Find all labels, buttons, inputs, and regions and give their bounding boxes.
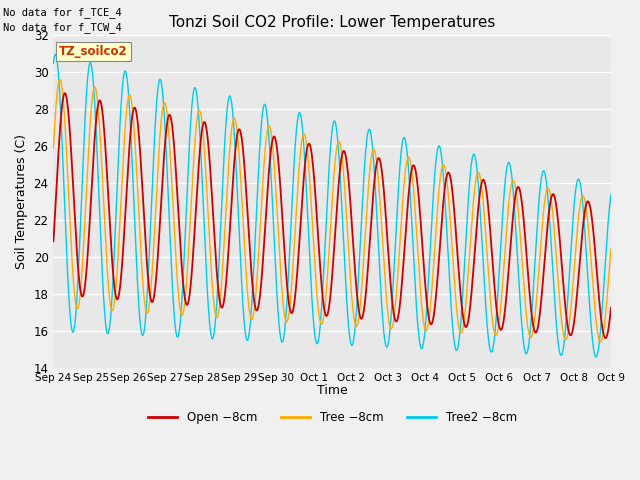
Open −8cm: [546, 204, 554, 210]
Tree2 −8cm: [600, 272, 608, 278]
Tree −8cm: [464, 275, 472, 280]
X-axis label: Time: Time: [317, 384, 348, 397]
Tree −8cm: [56, 76, 64, 82]
Tree2 −8cm: [318, 301, 326, 307]
Open −8cm: [307, 148, 315, 154]
Open −8cm: [318, 285, 326, 291]
Open −8cm: [61, 90, 68, 96]
Tree2 −8cm: [464, 203, 472, 209]
Tree −8cm: [318, 321, 326, 327]
Tree2 −8cm: [137, 326, 145, 332]
Tree −8cm: [546, 188, 554, 194]
Tree2 −8cm: [49, 60, 57, 66]
Tree2 −8cm: [546, 217, 554, 223]
Line: Tree2 −8cm: Tree2 −8cm: [53, 54, 611, 357]
Tree2 −8cm: [307, 286, 315, 291]
Tree −8cm: [307, 203, 315, 209]
Text: TZ_soilco2: TZ_soilco2: [59, 45, 127, 58]
Tree −8cm: [596, 339, 604, 345]
Open −8cm: [602, 335, 609, 341]
Text: No data for f_TCW_4: No data for f_TCW_4: [3, 22, 122, 33]
Legend: Open −8cm, Tree −8cm, Tree2 −8cm: Open −8cm, Tree −8cm, Tree2 −8cm: [143, 407, 522, 429]
Line: Open −8cm: Open −8cm: [53, 93, 611, 338]
Open −8cm: [464, 320, 472, 325]
Tree −8cm: [49, 145, 57, 151]
Open −8cm: [600, 333, 608, 339]
Title: Tonzi Soil CO2 Profile: Lower Temperatures: Tonzi Soil CO2 Profile: Lower Temperatur…: [169, 15, 495, 30]
Line: Tree −8cm: Tree −8cm: [53, 79, 611, 342]
Tree2 −8cm: [607, 192, 615, 198]
Tree −8cm: [607, 246, 615, 252]
Tree −8cm: [600, 322, 608, 327]
Open −8cm: [137, 162, 145, 168]
Text: No data for f_TCE_4: No data for f_TCE_4: [3, 7, 122, 18]
Open −8cm: [49, 239, 57, 244]
Y-axis label: Soil Temperatures (C): Soil Temperatures (C): [15, 134, 28, 269]
Tree −8cm: [137, 251, 145, 256]
Tree2 −8cm: [52, 51, 60, 57]
Open −8cm: [607, 305, 615, 311]
Tree2 −8cm: [592, 354, 600, 360]
